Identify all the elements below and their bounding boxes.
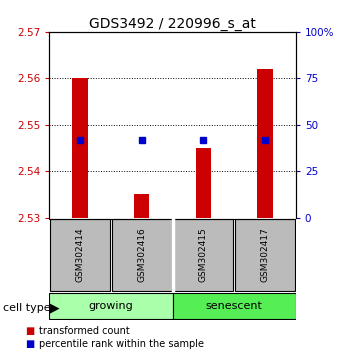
Text: GSM302414: GSM302414	[75, 228, 85, 282]
Text: GSM302416: GSM302416	[137, 228, 146, 282]
Text: percentile rank within the sample: percentile rank within the sample	[39, 339, 204, 349]
Text: transformed count: transformed count	[39, 326, 130, 336]
Text: senescent: senescent	[206, 301, 262, 311]
Bar	[49, 293, 173, 319]
Text: ▶: ▶	[50, 302, 60, 314]
Text: GSM302417: GSM302417	[260, 228, 270, 282]
Text: GSM302415: GSM302415	[199, 228, 208, 282]
Bar	[235, 219, 295, 291]
Title: GDS3492 / 220996_s_at: GDS3492 / 220996_s_at	[89, 17, 256, 31]
Text: cell type: cell type	[3, 303, 51, 313]
Bar	[134, 194, 150, 218]
Text: ■: ■	[26, 326, 35, 336]
Bar	[173, 219, 233, 291]
Bar	[72, 78, 88, 218]
Bar	[112, 219, 172, 291]
Bar	[195, 148, 211, 218]
Bar	[257, 69, 273, 218]
Bar	[50, 219, 110, 291]
Text: ■: ■	[26, 339, 35, 349]
Bar	[173, 293, 296, 319]
Text: growing: growing	[88, 301, 133, 311]
